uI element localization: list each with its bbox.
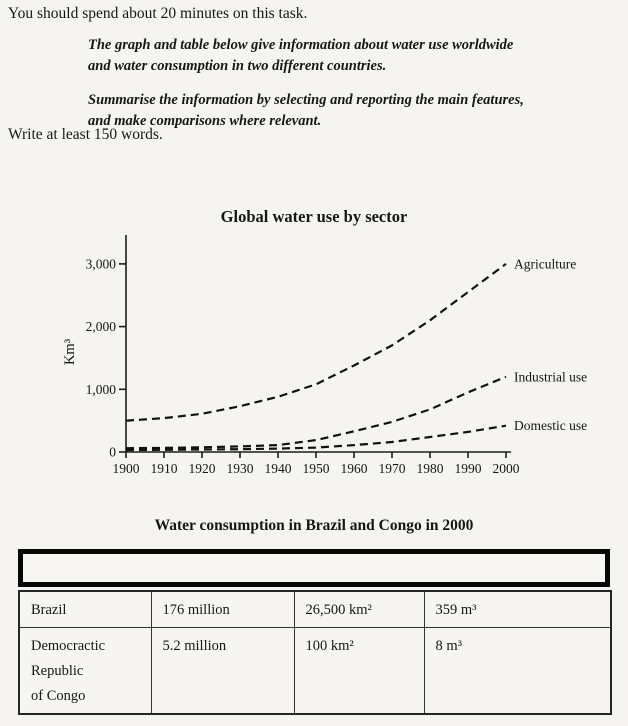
water-use-chart: Global water use by sector 3,000 2,000 1,0…	[0, 203, 628, 482]
water-per-person-cell: 8 m³	[423, 627, 612, 715]
series-end-label: Agriculture	[514, 256, 576, 271]
population-cell: 5.2 million	[150, 627, 295, 715]
irrigated-land-cell: 100 km²	[293, 627, 425, 715]
country-cell: Brazil	[18, 590, 152, 628]
x-tick-label: 1990	[455, 461, 482, 476]
x-tick-label: 2000	[493, 461, 520, 476]
table-row-congo: Democractic Republic of Congo 5.2 millio…	[18, 627, 612, 715]
series-end-label: Domestic use	[514, 418, 587, 433]
x-tick-label: 1940	[265, 461, 292, 476]
table-title: Water consumption in Brazil and Congo in…	[154, 517, 474, 534]
series-line-industrial-use	[125, 375, 507, 450]
x-tick-label: 1970	[379, 461, 406, 476]
chart-title: Global water use by sector	[220, 207, 408, 226]
consumption-table: Brazil 176 million 26,500 km² 359 m³ Dem…	[18, 590, 612, 715]
prompt-paragraph-2: Summarise the information by selecting a…	[88, 92, 524, 130]
consumption-table-section: Water consumption in Brazil and Congo in…	[18, 517, 612, 715]
irrigated-land-cell: 26,500 km²	[293, 590, 425, 628]
x-tick-label: 1930	[227, 461, 254, 476]
prompt-paragraph-1: The graph and table below give informati…	[88, 37, 514, 75]
series-end-label: Industrial use	[514, 369, 587, 384]
x-tick-label: 1900	[113, 461, 140, 476]
population-cell: 176 million	[150, 590, 295, 628]
y-axis-unit-label: Km³	[62, 338, 78, 365]
task-prompt: The graph and table below give informati…	[88, 35, 568, 132]
time-instruction: You should spend about 20 minutes on thi…	[8, 5, 308, 22]
y-tick-label: 1,000	[86, 382, 117, 397]
series-line-agriculture	[125, 263, 507, 422]
y-tick-label: 3,000	[86, 256, 117, 271]
y-tick-label: 0	[109, 445, 116, 460]
x-tick-label: 1910	[151, 461, 178, 476]
table-header-box	[18, 549, 610, 587]
series-line-domestic-use	[125, 424, 507, 452]
country-cell: Democractic Republic of Congo	[18, 627, 152, 715]
word-count-instruction: Write at least 150 words.	[8, 126, 163, 143]
x-tick-label: 1920	[189, 461, 216, 476]
water-per-person-cell: 359 m³	[423, 590, 612, 628]
x-tick-label: 1960	[341, 461, 368, 476]
x-tick-label: 1980	[417, 461, 444, 476]
y-tick-label: 2,000	[86, 319, 117, 334]
table-row-brazil: Brazil 176 million 26,500 km² 359 m³	[18, 590, 612, 628]
x-tick-label: 1950	[303, 461, 330, 476]
